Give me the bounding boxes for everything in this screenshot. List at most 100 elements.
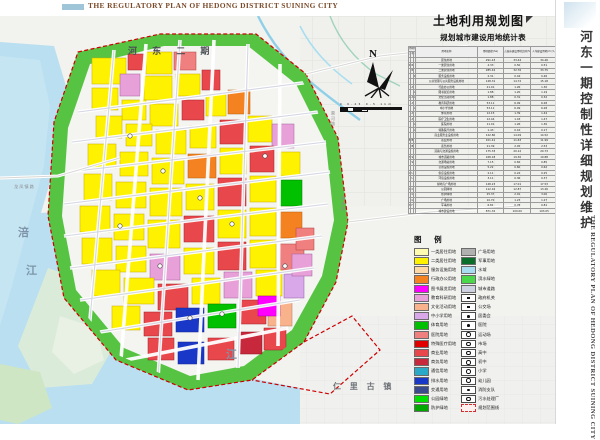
legend-item-label: 一类居住用地 [431,248,457,254]
legend-item: 居委会 [461,312,499,321]
legend-swatch [414,358,429,367]
legend-item-label: 污水处理厂 [478,395,500,401]
legend-item: 教育科研用地 [414,293,456,303]
legend-swatch [414,394,429,404]
legend-item: 商业用地 [414,348,456,358]
legend-symbol-icon [461,385,477,394]
legend-item-label: 政府机关 [478,294,495,300]
legend-item-label: 初中 [478,359,487,365]
table-row: 城市建设用地 871.32 100.00 103.05 [407,207,558,215]
legend-swatch [461,247,477,257]
scale-bar: 0 0.25 0.5 1km [340,103,402,114]
legend-item-label: 服务设施用地 [431,267,457,273]
legend-item-label: 规划范围线 [478,405,500,411]
legend-item-label: 高中 [478,349,487,355]
legend-item: 运动场 [461,330,499,339]
legend-swatch [461,266,477,275]
legend-item-label: 滨水绿地 [478,276,495,282]
table-cell [410,207,415,215]
legend-item-label: 水域 [478,267,487,273]
legend-item: 公园绿地 [414,394,456,404]
legend-swatch [414,348,429,358]
scale-bar-long-segment [360,107,402,110]
spine-corner-tab [564,2,596,28]
legend-item: 商务用地 [414,358,456,367]
legend-item: 体育用地 [414,321,456,330]
legend-item: 中小学用地 [414,312,456,321]
legend-symbol-icon [461,339,477,348]
legend-swatch [461,404,477,413]
legend-item: 公交场 [461,303,499,312]
legend-column-right: 广场用地 军事用地 水域 滨水绿地 城市道路 政府机关 公交场 居委会 医院 运动场 市场 高中 初中小… [461,247,500,413]
legend-item-label: 市场 [478,340,487,346]
th-area: 用地面积(ha) [476,46,505,58]
legend-item-label: 排水用地 [431,377,448,383]
legend-item-label: 图书展览用地 [431,285,457,291]
legend-item: 交通用地 [414,385,456,394]
legend-item-label: 幼儿园 [478,377,491,383]
legend-item: 防护绿地 [414,404,456,413]
th-name: 用地名称 [415,46,478,58]
legend-swatch [414,321,429,330]
legend-item-label: 公园绿地 [431,395,448,401]
land-use-statistics-table: 用地代码 用地名称 用地面积(ha) 占城市建设用地比例(%) 人均建设用地(m… [407,45,558,215]
legend-symbol-icon [461,394,477,404]
legend-item-label: 医院用地 [431,331,448,337]
legend-swatch [414,404,429,413]
legend-item: 军事用地 [461,257,499,266]
legend-item: 初中 [461,358,499,367]
north-arrow-icon [364,62,393,98]
legend-item-label: 中小学用地 [431,313,452,319]
legend-swatch [414,284,429,293]
legend-column-left: 一类居住用地 二类居住用地 服务设施用地 行政办公用地 图书展览用地 教育科研用地 文化活动… [414,247,457,413]
table-header-row-2: 大类 中类 小类 [407,51,558,58]
legend-symbol-icon [461,312,477,321]
legend-item: 幼儿园 [461,376,499,385]
legend-item: 医院 [461,321,499,330]
th-percap: 人均建设用地(m²/人) [530,46,558,58]
table-cell: 城市建设用地 [415,207,478,215]
legend-item-label: 居委会 [478,313,491,319]
legend-item: 通信用地 [414,367,456,376]
th-ratio: 占城市建设用地比例(%) [503,46,532,58]
legend-item: 广场用地 [461,247,499,257]
compass-rose: N [355,48,401,98]
legend-item: 高中 [461,348,499,358]
legend-item-label: 广场用地 [478,248,495,254]
legend-item-label: 防护绿地 [431,405,448,411]
legend-item-label: 文化活动用地 [431,304,457,310]
legend-item: 图书展览用地 [414,284,457,293]
legend-item-label: 特殊医疗用地 [431,340,457,346]
table-row: A33中小学用地53.116.096.28 [407,105,558,112]
legend-item: 滨水绿地 [461,275,499,284]
table-header-row-1: 用地代码 用地名称 用地面积(ha) 占城市建设用地比例(%) 人均建设用地(m… [407,45,558,58]
banner-title-en: THE REGULATORY PLAN OF HEDONG DISTRICT S… [88,1,339,10]
legend-symbol-icon [461,330,477,339]
legend-swatch [414,312,429,321]
legend-swatch [461,284,477,293]
legend-swatch [414,275,429,284]
legend-swatch [414,367,429,376]
legend-item: 规划范围线 [461,404,500,413]
legend-item-label: 公交场 [478,304,491,310]
legend-item-label: 体育用地 [431,322,448,328]
legend-swatch [461,275,477,284]
legend-swatch [414,293,429,303]
legend-symbol-icon [461,321,477,330]
legend-item-label: 运动场 [478,331,491,337]
legend-swatch [414,385,429,394]
table-head: 用地代码 用地名称 用地面积(ha) 占城市建设用地比例(%) 人均建设用地(m… [407,45,558,58]
panel-title: 土地利用规划图 [408,12,558,29]
legend-item-label: 商业用地 [431,349,448,355]
legend-item-label: 医院 [478,322,487,328]
scale-bar-ticks-label: 0 0.25 0.5 1km [340,103,394,106]
panel-title-text: 土地利用规划图 [432,14,524,28]
legend-swatch [414,247,429,257]
legend-swatch [414,257,429,266]
legend-item: 服务设施用地 [414,266,457,275]
spine-title-en: THE REGULATORY PLAN OF HEDONG DISTRICT S… [589,215,596,440]
legend-item-label: 通信用地 [431,368,448,374]
info-panel: 土地利用规划图 规划城市建设用地统计表 用地代码 用地名称 用地面积(ha) 占… [407,12,558,215]
legend-symbol-icon [461,303,477,312]
